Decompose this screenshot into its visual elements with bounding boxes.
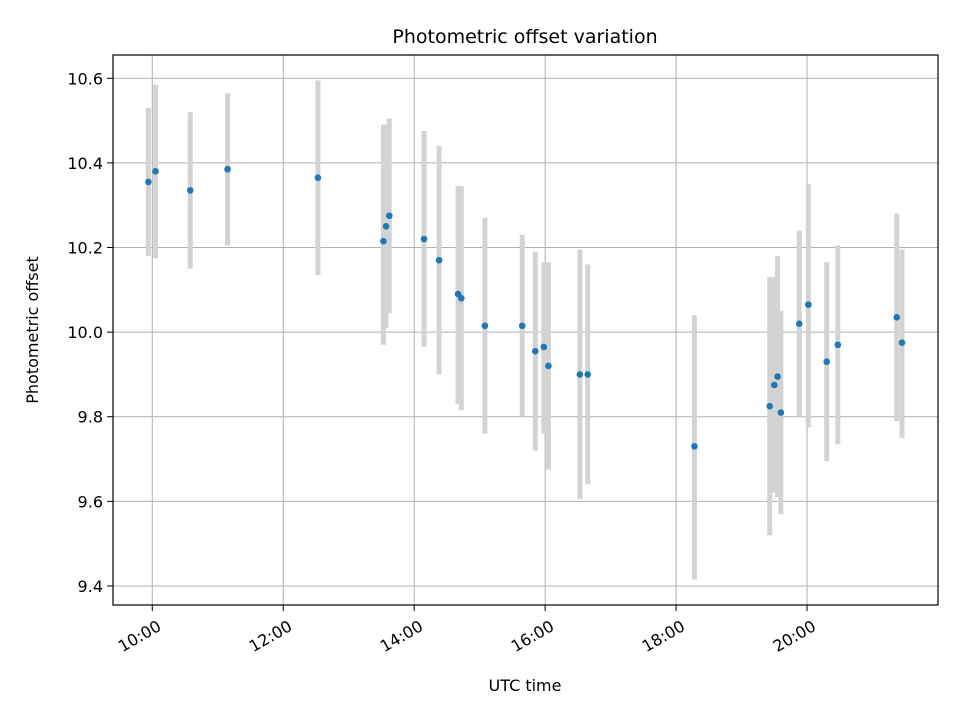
data-point: [518, 322, 526, 330]
point-layer: [145, 165, 906, 450]
data-point: [145, 178, 152, 186]
y-tick-label: 10.0: [67, 323, 103, 342]
y-axis-ticks: 9.4 9.6 9.8 10.0 10.2 10.4 10.6: [67, 69, 113, 596]
y-tick-label: 10.4: [67, 154, 103, 173]
data-point: [532, 347, 539, 355]
chart-title: Photometric offset variation: [392, 26, 657, 48]
y-tick-label: 9.6: [78, 492, 103, 511]
data-point: [420, 235, 428, 243]
data-point: [774, 373, 781, 380]
data-point: [314, 174, 322, 181]
data-point: [777, 409, 785, 416]
data-point: [823, 358, 830, 366]
data-point: [576, 371, 584, 378]
data-point: [766, 402, 774, 410]
data-point: [893, 314, 901, 321]
data-point: [545, 362, 552, 370]
data-point: [386, 212, 393, 220]
y-tick-label: 10.2: [67, 239, 103, 258]
data-point: [224, 165, 231, 173]
data-point: [584, 371, 592, 378]
data-point: [186, 187, 194, 194]
data-point: [380, 237, 387, 245]
data-point: [458, 294, 465, 302]
x-axis-label: UTC time: [489, 676, 562, 695]
data-point: [691, 443, 698, 450]
data-point: [898, 339, 906, 346]
data-point: [382, 223, 390, 230]
data-point: [540, 343, 548, 351]
data-point: [481, 322, 489, 330]
data-point: [771, 381, 778, 389]
data-point: [435, 256, 443, 264]
plot-frame: [112, 54, 939, 606]
y-axis-label: Photometric offset: [23, 256, 42, 404]
y-tick-label: 9.8: [78, 408, 103, 427]
data-point: [834, 341, 842, 349]
y-tick-label: 9.4: [78, 577, 103, 596]
y-tick-label: 10.6: [67, 69, 103, 88]
data-point: [805, 301, 812, 308]
data-point: [152, 168, 159, 175]
data-point: [795, 320, 803, 327]
